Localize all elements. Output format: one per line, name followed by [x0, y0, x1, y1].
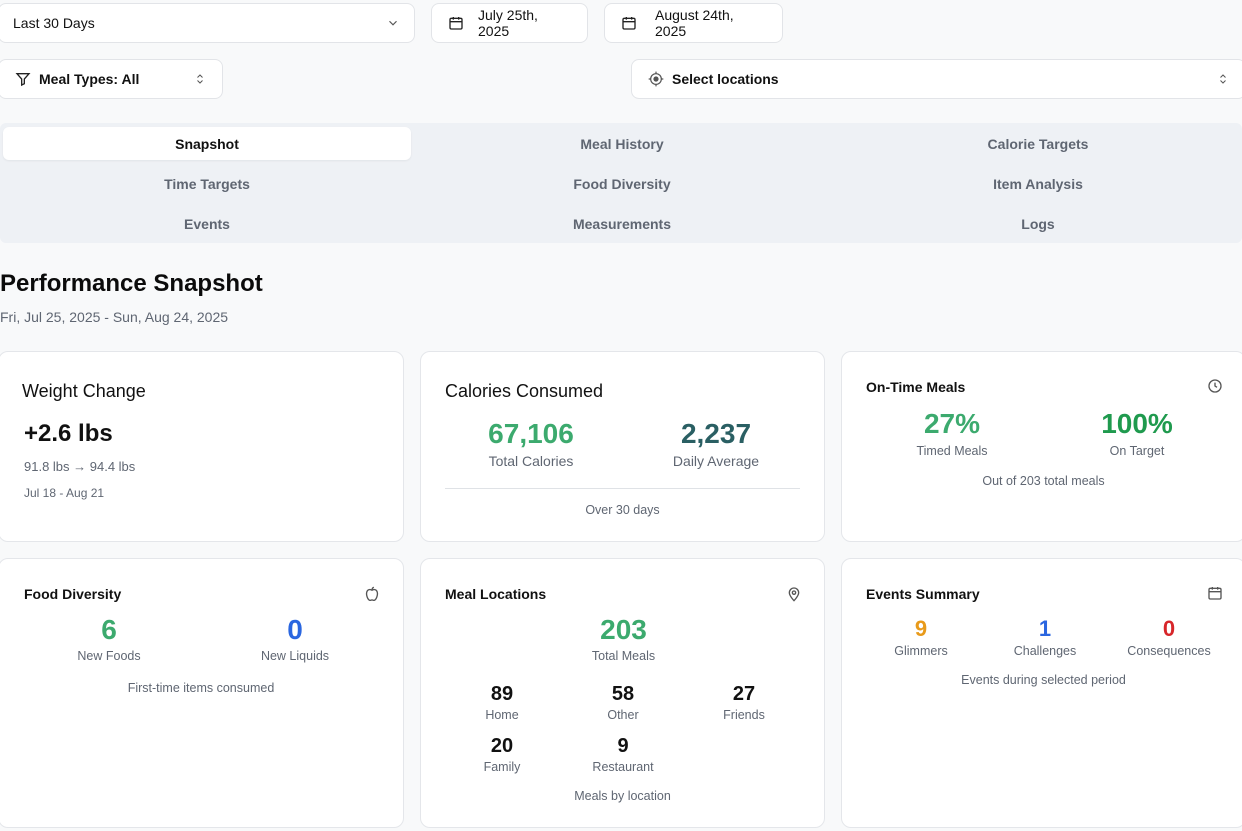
- tab-logs[interactable]: Logs: [1021, 215, 1055, 232]
- start-date-label: July 25th, 2025: [478, 7, 538, 39]
- end-date-button[interactable]: August 24th, 2025: [604, 3, 783, 43]
- location-label: Family: [483, 760, 521, 774]
- weight-change-value: +2.6 lbs: [24, 420, 113, 447]
- locate-icon: [648, 71, 664, 87]
- card-title: On-Time Meals: [866, 379, 966, 395]
- on-time-footer: Out of 203 total meals: [982, 474, 1105, 488]
- tab-events[interactable]: Events: [184, 215, 230, 232]
- end-date-label: August 24th, 2025: [655, 7, 734, 39]
- card-title: Weight Change: [22, 381, 146, 401]
- meal-types-label: Meal Types: All: [39, 71, 140, 87]
- location-value: 27: [732, 683, 756, 705]
- locations-select[interactable]: Select locations: [631, 59, 1242, 99]
- new-foods-stat: 6 New Foods: [29, 614, 189, 663]
- weight-change-period: Jul 18 - Aug 21: [24, 486, 105, 500]
- card-title: Food Diversity: [24, 586, 122, 602]
- total-calories-value: 67,106: [488, 418, 574, 449]
- total-calories-stat: 67,106 Total Calories: [451, 418, 611, 469]
- apple-icon: [365, 586, 379, 602]
- daily-average-label: Daily Average: [672, 453, 760, 469]
- events-footer: Events during selected period: [961, 673, 1126, 687]
- location-label: Home: [485, 708, 519, 722]
- calories-footer: Over 30 days: [585, 503, 660, 517]
- timed-meals-label: Timed Meals: [916, 444, 988, 458]
- food-diversity-card: Food Diversity 6 New Foods 0 New Liquids…: [0, 558, 404, 828]
- consequences-stat: 0 Consequences: [1119, 616, 1219, 658]
- location-other: 58 Other: [583, 683, 663, 722]
- card-title: Calories Consumed: [445, 381, 604, 401]
- new-liquids-stat: 0 New Liquids: [215, 614, 375, 663]
- clock-icon: [1208, 379, 1222, 393]
- consequences-value: 0: [1162, 616, 1176, 641]
- challenges-label: Challenges: [1013, 644, 1077, 658]
- glimmers-label: Glimmers: [894, 644, 948, 658]
- challenges-stat: 1 Challenges: [995, 616, 1095, 658]
- total-calories-label: Total Calories: [488, 453, 574, 469]
- calendar-icon: [1208, 587, 1222, 600]
- calendar-icon: [622, 17, 636, 30]
- card-title: Meal Locations: [445, 586, 547, 602]
- new-foods-label: New Foods: [77, 649, 141, 663]
- page-date-range: Fri, Jul 25, 2025 - Sun, Aug 24, 2025: [0, 309, 229, 325]
- location-label: Restaurant: [592, 760, 654, 774]
- on-time-meals-card: On-Time Meals 27% Timed Meals 100% On Ta…: [841, 351, 1242, 542]
- challenges-value: 1: [1038, 616, 1052, 641]
- meal-types-select[interactable]: Meal Types: All: [0, 59, 223, 99]
- chevron-updown-icon: [197, 74, 203, 84]
- divider: [445, 488, 800, 489]
- events-summary-card: Events Summary 9 Glimmers 1 Challenges 0…: [841, 558, 1242, 828]
- food-diversity-footer: First-time items consumed: [127, 681, 275, 695]
- tab-food-diversity[interactable]: Food Diversity: [573, 175, 671, 192]
- consequences-label: Consequences: [1127, 644, 1211, 658]
- tab-time-targets[interactable]: Time Targets: [164, 175, 250, 192]
- calories-card: Calories Consumed 67,106 Total Calories …: [420, 351, 825, 542]
- on-target-value: 100%: [1101, 408, 1173, 439]
- location-value: 89: [490, 683, 514, 705]
- weight-change-detail: 91.8 lbs → 94.4 lbs: [24, 459, 136, 474]
- meal-locations-footer: Meals by location: [574, 789, 671, 803]
- chevron-updown-icon: [1220, 74, 1226, 84]
- tab-measurements[interactable]: Measurements: [572, 215, 672, 232]
- locations-label: Select locations: [672, 71, 779, 87]
- calendar-icon: [449, 17, 463, 30]
- date-range-select[interactable]: Last 30 Days: [0, 3, 415, 43]
- location-value: 58: [611, 683, 635, 705]
- new-liquids-label: New Liquids: [260, 649, 330, 663]
- glimmers-value: 9: [914, 616, 928, 641]
- new-liquids-value: 0: [287, 614, 303, 645]
- daily-average-stat: 2,237 Daily Average: [636, 418, 796, 469]
- location-friends: 27 Friends: [704, 683, 784, 722]
- location-value: 20: [490, 735, 514, 757]
- daily-average-value: 2,237: [680, 418, 752, 449]
- location-value: 9: [617, 735, 629, 757]
- timed-meals-stat: 27% Timed Meals: [872, 408, 1032, 458]
- tab-snapshot[interactable]: Snapshot: [3, 127, 411, 160]
- location-family: 20 Family: [462, 735, 542, 774]
- start-date-button[interactable]: July 25th, 2025: [431, 3, 588, 43]
- on-target-label: On Target: [1109, 444, 1165, 458]
- chevron-down-icon: [389, 20, 397, 26]
- location-home: 89 Home: [462, 683, 542, 722]
- tab-item-analysis[interactable]: Item Analysis: [993, 175, 1083, 192]
- card-title: Events Summary: [866, 586, 980, 602]
- tab-calorie-targets[interactable]: Calorie Targets: [987, 135, 1089, 152]
- location-label: Friends: [723, 708, 765, 722]
- meal-locations-card: Meal Locations 203 Total Meals 89 Home 5…: [420, 558, 825, 828]
- filter-icon: [15, 73, 31, 87]
- total-meals-value: 203: [600, 614, 647, 645]
- on-target-stat: 100% On Target: [1057, 408, 1217, 458]
- date-range-label: Last 30 Days: [13, 15, 95, 31]
- location-label: Other: [607, 708, 639, 722]
- new-foods-value: 6: [101, 614, 117, 645]
- glimmers-stat: 9 Glimmers: [871, 616, 971, 658]
- tab-meal-history[interactable]: Meal History: [580, 135, 664, 152]
- page-title: Performance Snapshot: [0, 270, 263, 297]
- total-meals-stat: 203 Total Meals: [421, 614, 826, 663]
- weight-change-card: Weight Change +2.6 lbs 91.8 lbs → 94.4 l…: [0, 351, 404, 542]
- tab-list: Snapshot Meal History Calorie Targets Ti…: [0, 123, 1242, 243]
- timed-meals-value: 27%: [923, 408, 981, 439]
- map-pin-icon: [788, 587, 800, 602]
- total-meals-label: Total Meals: [591, 649, 656, 663]
- location-restaurant: 9 Restaurant: [583, 735, 663, 774]
